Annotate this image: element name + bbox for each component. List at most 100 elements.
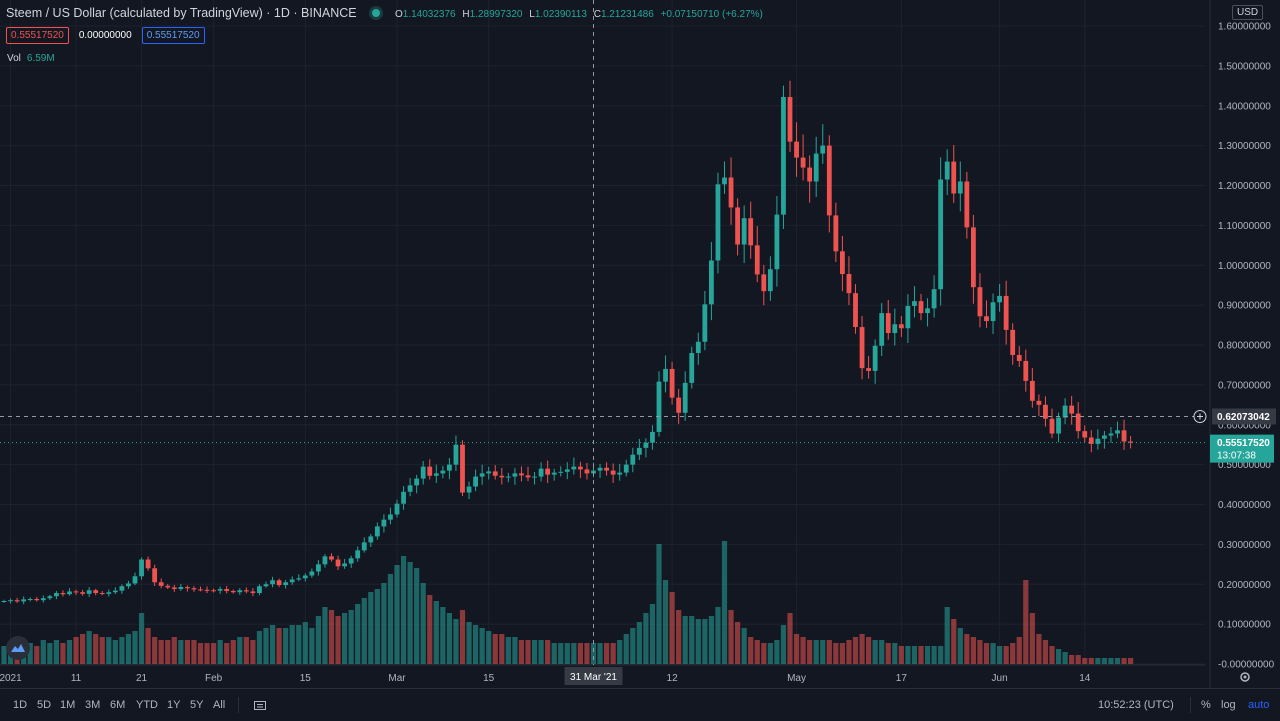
price-tick-label: -0.00000000	[1218, 660, 1275, 671]
tradingview-logo[interactable]	[6, 636, 30, 660]
currency-button[interactable]: USD	[1232, 5, 1264, 20]
volume-bar	[807, 640, 813, 664]
price-tick-label: 0.20000000	[1218, 580, 1271, 591]
time-tick-label: 21	[136, 673, 148, 684]
volume-bar	[1075, 655, 1081, 664]
candle-body	[73, 591, 79, 593]
volume-bar	[414, 568, 420, 664]
price-tick-label: 0.70000000	[1218, 380, 1271, 391]
buy-price-box[interactable]: 0.55517520	[141, 27, 205, 44]
volume-bar	[328, 610, 335, 664]
candle-body	[401, 491, 406, 504]
volume-bar	[73, 637, 79, 664]
candle-body	[630, 454, 636, 465]
volume-bar	[138, 613, 145, 664]
candle-body	[925, 308, 930, 314]
price-tick-label: 0.80000000	[1218, 341, 1271, 352]
volume-bar	[754, 640, 760, 664]
volume-value: 6.59M	[26, 53, 55, 64]
volume-bar	[905, 646, 911, 664]
volume-bar	[597, 643, 603, 664]
price-axis: 1.60000000 1.50000000 1.40000000 1.30000000…	[1209, 0, 1275, 688]
candle-body	[964, 181, 970, 228]
candle-body	[1023, 360, 1029, 381]
candle-body	[676, 397, 682, 413]
volume-bar	[40, 640, 46, 664]
candle-body	[813, 153, 819, 182]
volume-bar	[420, 583, 426, 664]
volume-bars	[1, 541, 1134, 664]
candle-body	[93, 590, 99, 594]
chart-settings-button[interactable]	[1238, 670, 1252, 689]
range-ytd[interactable]: YTD	[136, 699, 158, 711]
candle-body	[276, 580, 282, 586]
price-tick-label: 0.50000000	[1218, 460, 1271, 471]
candle-body	[296, 578, 302, 580]
chart-grid	[0, 0, 1205, 665]
candle-body	[499, 475, 505, 478]
volume-bar	[1121, 658, 1127, 664]
range-3m[interactable]: 3M	[85, 699, 101, 711]
open-value: 1.14032376	[402, 9, 456, 20]
price-chart[interactable]: 1.60000000 1.50000000 1.40000000 1.30000000…	[0, 0, 1280, 688]
candle-body	[702, 304, 708, 342]
volume-bar	[892, 643, 898, 664]
candle-body	[754, 245, 760, 275]
candle-body	[781, 96, 786, 215]
range-5y[interactable]: 5Y	[190, 699, 204, 711]
range-5d[interactable]: 5D	[37, 699, 52, 711]
candle-body	[198, 589, 203, 591]
candle-body	[774, 214, 780, 270]
volume-bar	[34, 646, 40, 664]
volume-bar	[1082, 658, 1088, 664]
candle-body	[741, 218, 747, 245]
volume-bar	[702, 619, 708, 664]
candle-body	[1036, 400, 1042, 405]
range-1y[interactable]: 1Y	[167, 699, 181, 711]
volume-bar	[695, 619, 701, 664]
range-1d[interactable]: 1D	[13, 699, 28, 711]
candle-body	[283, 582, 289, 586]
candle-body	[322, 556, 328, 565]
range-all[interactable]: All	[213, 699, 226, 711]
log-scale-toggle[interactable]: log	[1221, 699, 1236, 711]
price-tick-label: 1.10000000	[1218, 221, 1271, 232]
volume-bar	[525, 640, 531, 664]
candle-body	[394, 503, 400, 515]
volume-bar	[518, 640, 525, 664]
ohlc-legend: O1.14032376 H1.28997320 L1.02390113 C1.2…	[395, 9, 767, 20]
volume-bar	[866, 637, 872, 664]
market-status-icon	[372, 9, 381, 18]
date-range-icon[interactable]	[253, 698, 267, 712]
candle-body	[34, 599, 40, 601]
symbol-title[interactable]: Steem / US Dollar (calculated by Trading…	[6, 6, 357, 20]
candle-body	[1075, 413, 1081, 432]
price-tick-label: 1.60000000	[1218, 22, 1271, 33]
candle-body	[538, 468, 544, 477]
candle-body	[597, 467, 603, 471]
candle-body	[512, 473, 518, 477]
candle-body	[250, 591, 256, 594]
symbol-header[interactable]: Steem / US Dollar (calculated by Trading…	[6, 6, 390, 20]
range-1m[interactable]: 1M	[60, 699, 76, 711]
candle-body	[309, 571, 315, 576]
volume-bar	[957, 628, 963, 664]
volume-bar	[1114, 658, 1121, 664]
volume-bar	[191, 640, 197, 664]
sell-price-box[interactable]: 0.55517520	[6, 27, 69, 44]
utc-clock[interactable]: 10:52:23 (UTC)	[1098, 699, 1174, 711]
price-tick-label: 0.90000000	[1218, 301, 1271, 312]
candle-body	[433, 473, 439, 476]
candle-body	[1049, 418, 1055, 434]
volume-bar	[630, 628, 636, 664]
low-key: L	[529, 9, 535, 20]
auto-scale-toggle[interactable]: auto	[1248, 699, 1270, 711]
volume-bar	[918, 646, 924, 664]
volume-bar	[545, 640, 551, 664]
candle-body	[912, 301, 917, 306]
candle-body	[689, 352, 695, 383]
candle-body	[885, 313, 891, 334]
percent-scale-toggle[interactable]: %	[1201, 699, 1211, 711]
time-tick-label: 11	[71, 673, 82, 684]
range-6m[interactable]: 6M	[110, 699, 126, 711]
